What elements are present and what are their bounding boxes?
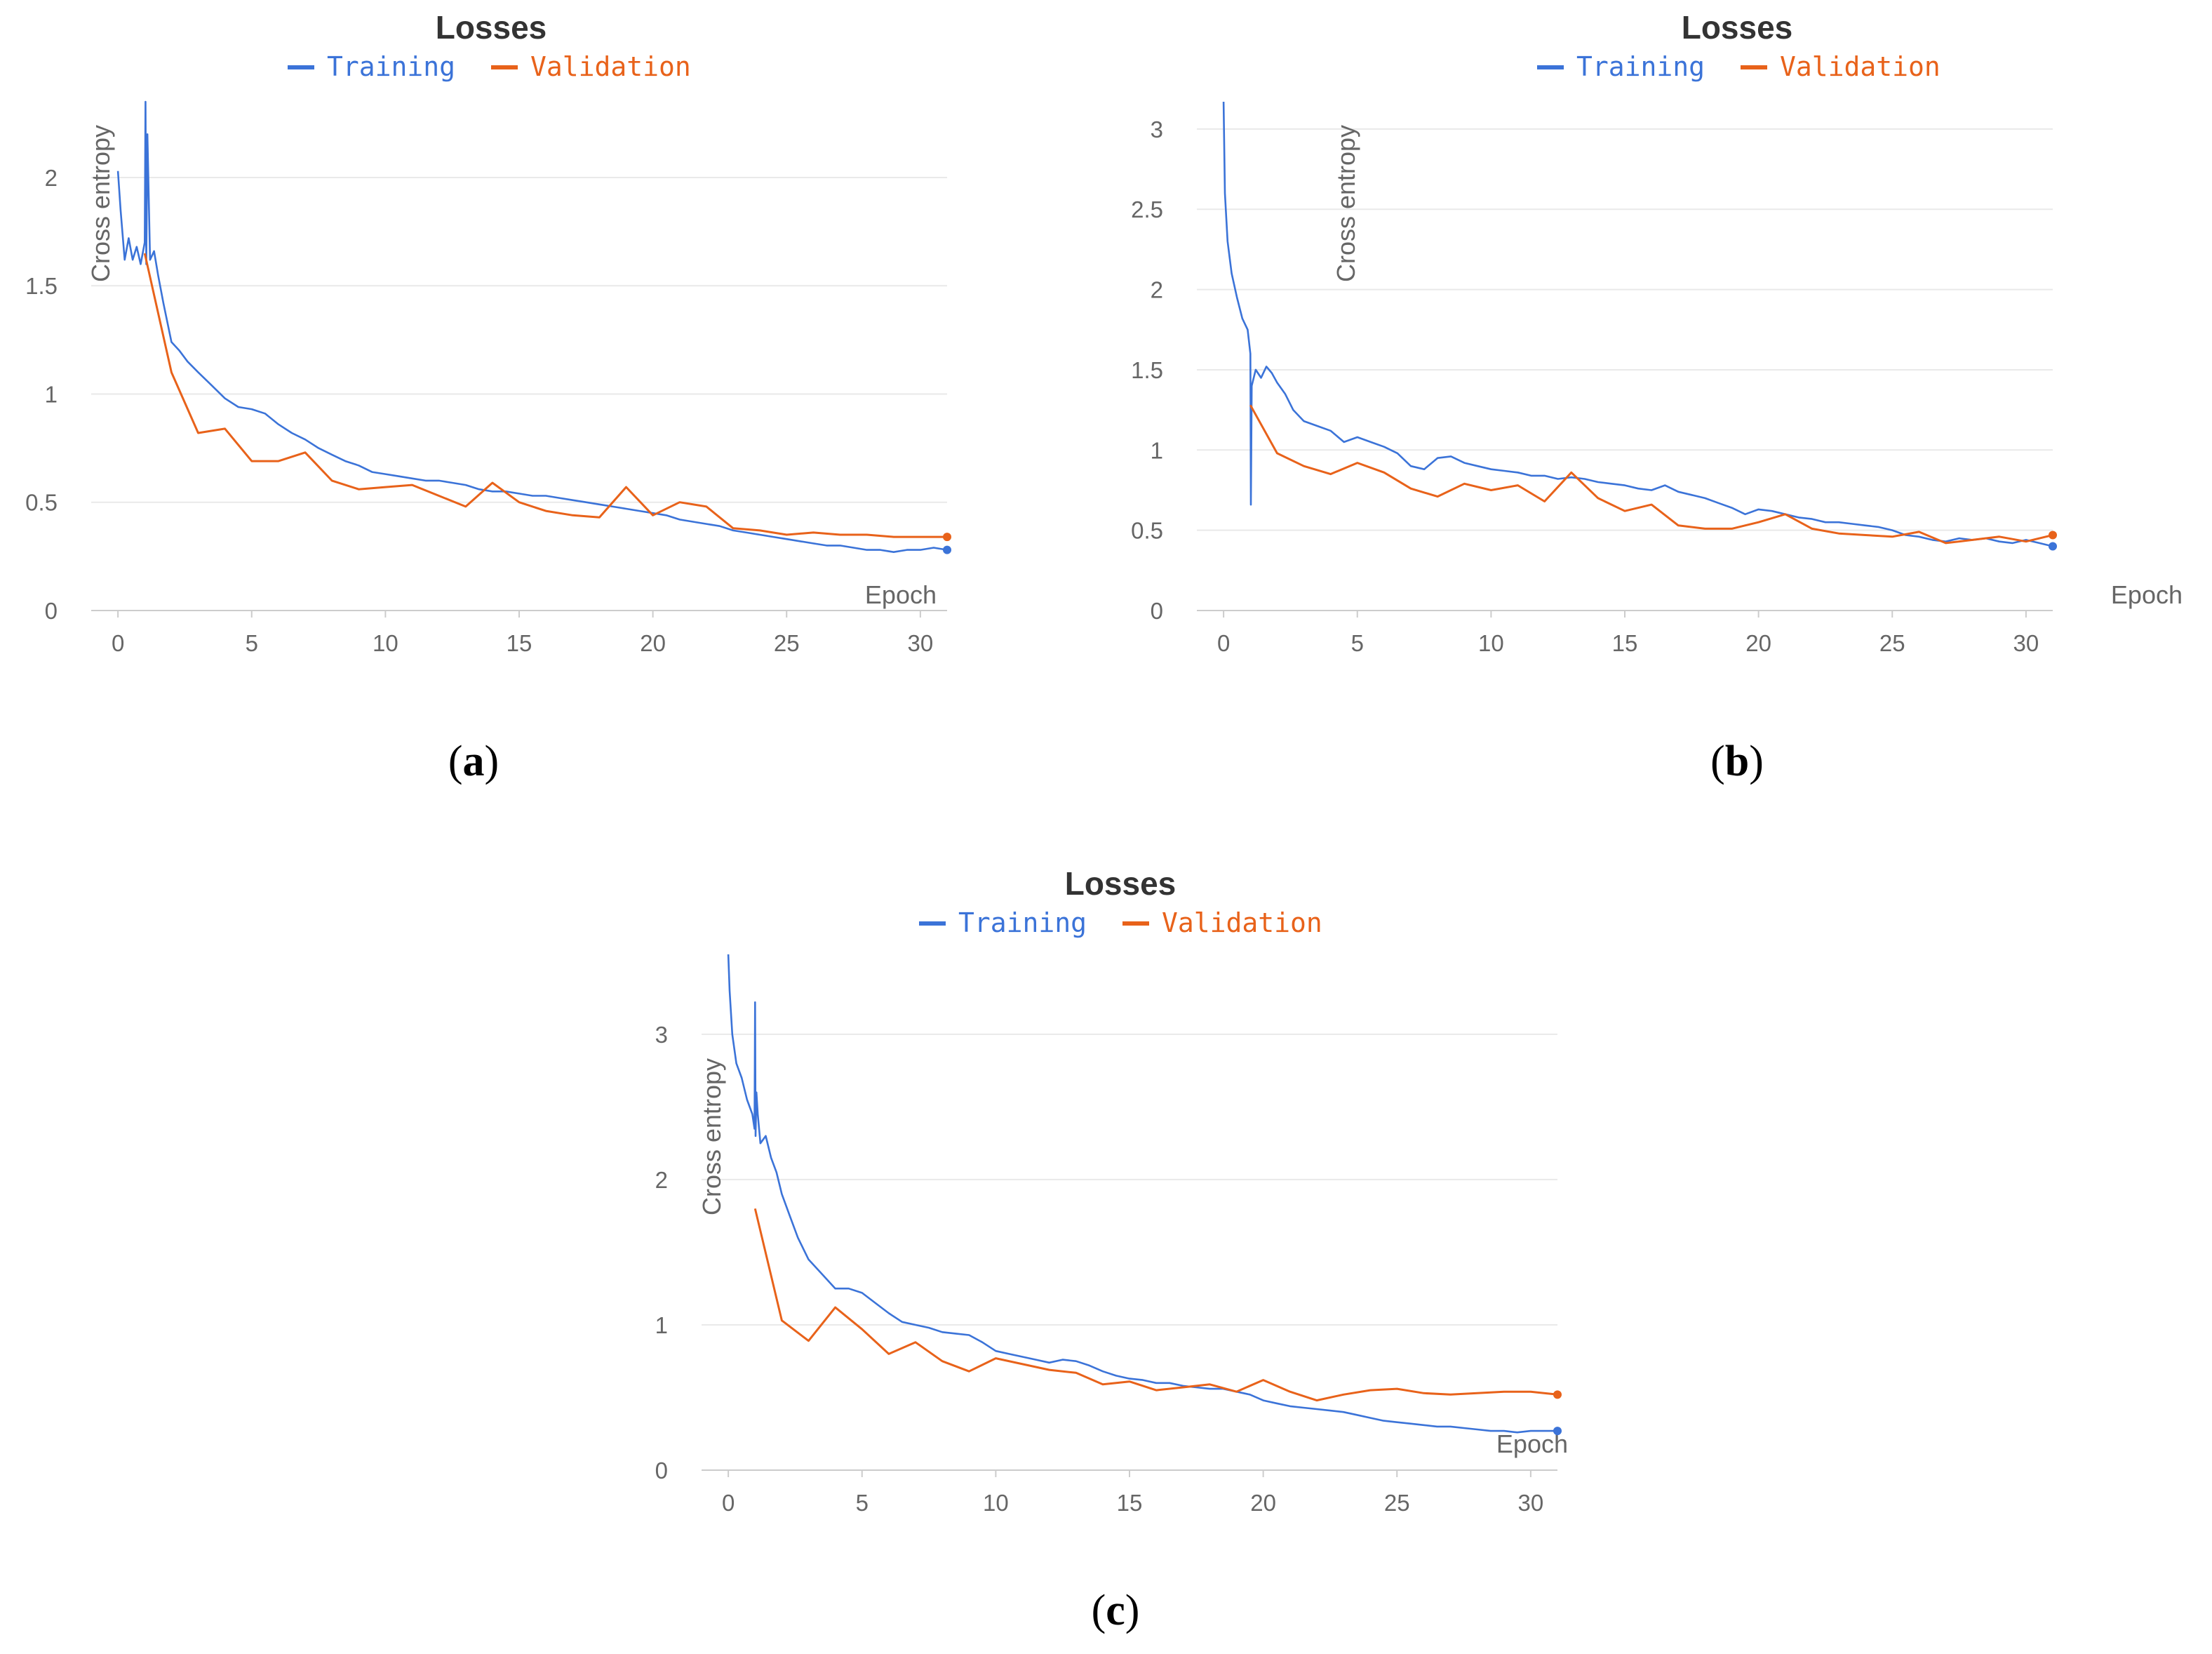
x-tick-label-b: 15 <box>1612 630 1638 656</box>
panel-caption-a: (a) <box>448 738 499 785</box>
y-tick-label-b: 0.5 <box>1131 518 1163 544</box>
chart-panel-c: Losses Training Validation 0 1 2 3 0 5 10 15 20 25 30… <box>610 842 1691 1654</box>
series-line-validation-b <box>1249 404 2053 545</box>
y-axis-label-b: Cross entropy <box>1332 125 1360 282</box>
x-tick-label-c: 20 <box>1250 1490 1276 1516</box>
chart-panel-b: Losses Training Validation 0 0.5 1 1.5 2 2.5 3 0 5 1… <box>1106 0 2212 828</box>
x-tick-label-a: 20 <box>640 630 666 656</box>
x-tick-label-b: 20 <box>1745 630 1771 656</box>
series-line-training-a <box>116 100 948 554</box>
x-tick-label-b: 10 <box>1478 630 1504 656</box>
x-tick-label-a: 30 <box>908 630 934 656</box>
x-tick-label-c: 0 <box>722 1490 735 1516</box>
y-tick-label-b: 1.5 <box>1131 357 1163 383</box>
series-end-point-training-c <box>1553 1427 1562 1436</box>
legend-label-validation-a: Validation <box>530 51 691 82</box>
y-tick-label-c: 1 <box>655 1312 668 1338</box>
y-tick-label-b: 2 <box>1151 277 1163 303</box>
series-end-point-training-a <box>943 545 951 554</box>
legend-label-training-c: Training <box>958 907 1087 938</box>
chart-title-a: Losses <box>436 9 547 46</box>
series-line-training-b <box>1222 101 2053 547</box>
y-tick-label-c: 0 <box>655 1458 668 1483</box>
x-tick-label-b: 25 <box>1879 630 1905 656</box>
x-tick-label-a: 0 <box>112 630 124 656</box>
y-tick-label-b: 0 <box>1151 598 1163 624</box>
x-axis-label-a: Epoch <box>865 580 937 609</box>
chart-panel-a: Losses Training Validation 0 0.5 1 1.5 2 0 5 10 15 2… <box>0 0 1106 828</box>
legend-label-training-a: Training <box>327 51 455 82</box>
x-tick-label-a: 25 <box>774 630 800 656</box>
x-tick-label-a: 10 <box>373 630 398 656</box>
y-tick-label-b: 2.5 <box>1131 196 1163 222</box>
x-axis-label-b: Epoch <box>2111 580 2183 609</box>
legend-label-validation-c: Validation <box>1162 907 1322 938</box>
x-tick-label-c: 10 <box>983 1490 1009 1516</box>
series-end-point-validation-b <box>2049 531 2057 540</box>
series-end-point-training-b <box>2049 542 2057 551</box>
y-axis-label-a: Cross entropy <box>86 125 115 282</box>
y-tick-label-b: 3 <box>1151 116 1163 142</box>
y-axis-label-c: Cross entropy <box>697 1058 726 1215</box>
x-tick-label-c: 5 <box>856 1490 869 1516</box>
x-tick-label-a: 15 <box>507 630 532 656</box>
x-tick-label-c: 30 <box>1518 1490 1544 1516</box>
series-line-training-c <box>727 954 1557 1434</box>
y-tick-label-a: 2 <box>45 165 58 191</box>
y-tick-label-b: 1 <box>1151 437 1163 463</box>
legend-label-training-b: Training <box>1576 51 1705 82</box>
y-tick-label-a: 0.5 <box>25 490 58 516</box>
series-end-point-validation-c <box>1553 1390 1562 1399</box>
y-tick-label-a: 0 <box>45 598 58 624</box>
series-end-point-validation-a <box>943 533 951 542</box>
x-tick-label-c: 25 <box>1384 1490 1410 1516</box>
series-line-validation-c <box>753 1208 1558 1402</box>
y-tick-label-c: 2 <box>655 1167 668 1193</box>
x-tick-label-b: 0 <box>1217 630 1230 656</box>
x-tick-label-a: 5 <box>246 630 258 656</box>
chart-title-c: Losses <box>1065 865 1177 902</box>
series-line-validation-a <box>143 253 947 538</box>
y-tick-label-a: 1.5 <box>25 273 58 299</box>
x-tick-label-c: 15 <box>1117 1490 1143 1516</box>
x-tick-label-b: 30 <box>2013 630 2039 656</box>
chart-title-b: Losses <box>1682 9 1793 46</box>
x-tick-label-b: 5 <box>1351 630 1364 656</box>
panel-caption-c: (c) <box>1092 1587 1140 1634</box>
y-tick-label-c: 3 <box>655 1022 668 1048</box>
legend-label-validation-b: Validation <box>1780 51 1940 82</box>
panel-caption-b: (b) <box>1710 738 1764 785</box>
y-tick-label-a: 1 <box>45 381 58 407</box>
